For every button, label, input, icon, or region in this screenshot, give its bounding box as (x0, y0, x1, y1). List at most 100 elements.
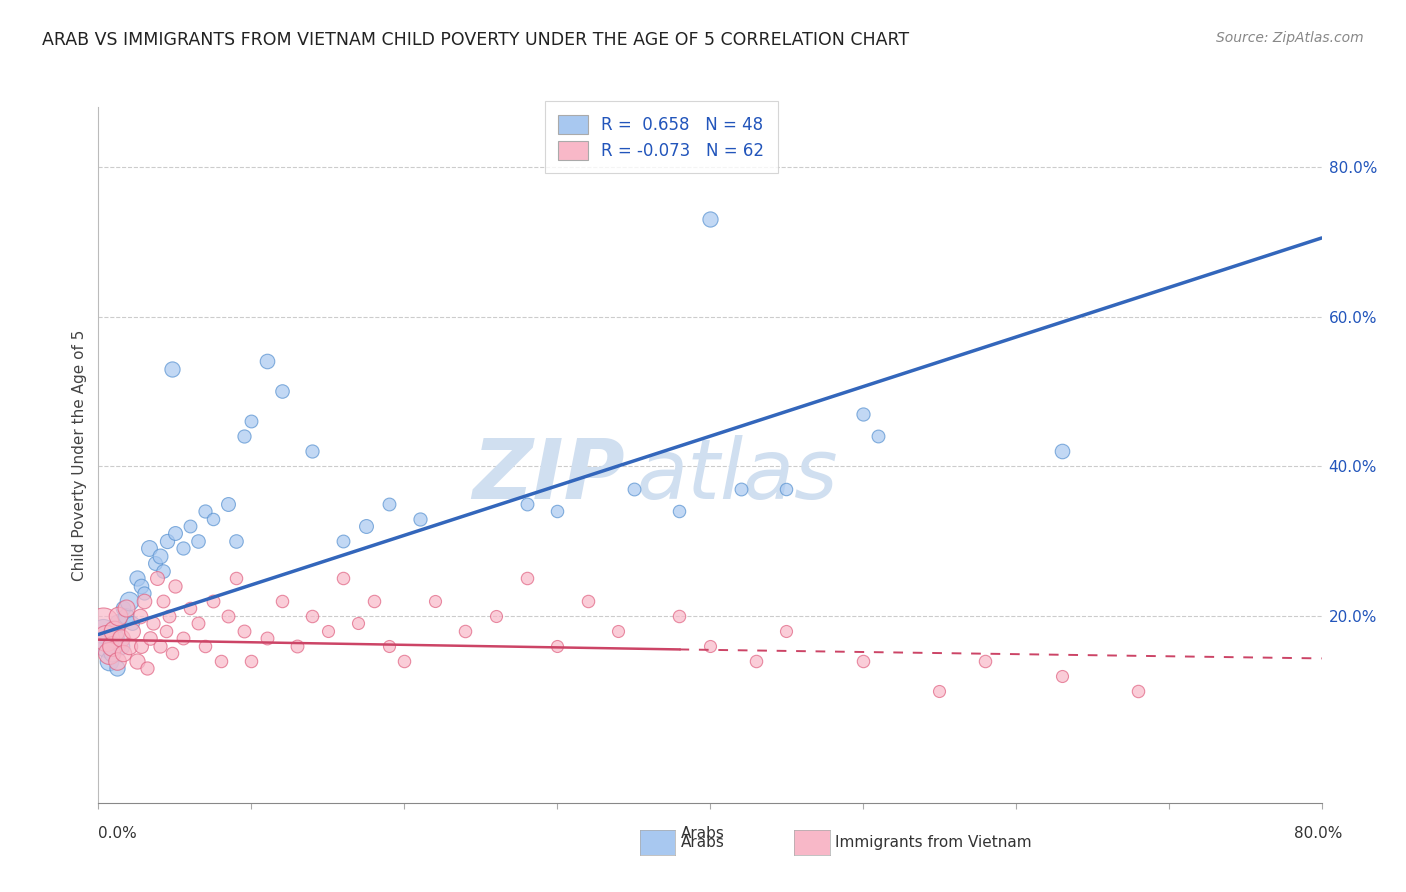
Point (232, 429, 254, 443)
Point (134, 594, 156, 608)
Point (103, 631, 125, 645)
Point (129, 579, 152, 593)
Point (94, 631, 117, 645)
Point (149, 549, 172, 563)
Point (576, 594, 599, 608)
Point (142, 616, 165, 631)
Point (240, 414, 263, 428)
Point (301, 444, 323, 458)
Point (145, 571, 167, 585)
Point (745, 654, 768, 668)
Point (623, 482, 645, 496)
Point (129, 639, 152, 653)
Point (316, 624, 339, 638)
Point (152, 564, 174, 578)
Point (217, 497, 239, 511)
Point (179, 519, 201, 533)
Point (149, 639, 172, 653)
Point (125, 571, 148, 585)
Point (163, 526, 186, 541)
Point (232, 624, 254, 638)
Point (730, 482, 752, 496)
Point (974, 654, 997, 668)
Point (209, 654, 232, 668)
Text: 0.0%: 0.0% (98, 827, 138, 841)
Point (125, 654, 148, 668)
Text: ARAB VS IMMIGRANTS FROM VIETNAM CHILD POVERTY UNDER THE AGE OF 5 CORRELATION CHA: ARAB VS IMMIGRANTS FROM VIETNAM CHILD PO… (42, 31, 910, 49)
Point (1128, 683, 1150, 698)
Point (354, 519, 377, 533)
Point (546, 639, 568, 653)
Point (152, 594, 174, 608)
Point (202, 511, 225, 525)
Point (143, 557, 166, 571)
Point (121, 616, 143, 631)
Point (285, 639, 308, 653)
Point (194, 639, 217, 653)
Point (347, 616, 370, 631)
Point (668, 504, 690, 518)
Point (217, 608, 239, 623)
Text: Arabs: Arabs (681, 836, 724, 850)
Point (332, 571, 354, 585)
Y-axis label: Child Poverty Under the Age of 5: Child Poverty Under the Age of 5 (72, 329, 87, 581)
Point (105, 661, 128, 675)
Point (668, 608, 690, 623)
Point (699, 212, 721, 227)
Point (134, 586, 156, 600)
Point (1050, 668, 1073, 682)
Text: ZIP: ZIP (472, 435, 624, 516)
Text: Immigrants from Vietnam: Immigrants from Vietnam (835, 836, 1032, 850)
Point (91, 624, 114, 638)
Point (332, 533, 354, 548)
Point (270, 384, 292, 399)
Point (105, 654, 128, 668)
Point (111, 646, 134, 660)
Point (163, 579, 186, 593)
Point (172, 631, 194, 645)
Point (516, 497, 538, 511)
Point (179, 601, 201, 615)
Point (378, 639, 401, 653)
Point (852, 407, 875, 421)
Point (363, 594, 385, 608)
Point (107, 616, 129, 631)
Point (852, 654, 875, 668)
Point (256, 354, 278, 368)
Point (98, 646, 121, 660)
Point (423, 594, 446, 608)
Point (187, 616, 209, 631)
Point (118, 639, 141, 653)
Point (194, 504, 217, 518)
Point (101, 646, 124, 660)
Point (118, 594, 141, 608)
Point (101, 639, 124, 653)
Point (160, 362, 183, 376)
Point (94, 639, 117, 653)
Point (103, 624, 125, 638)
Point (868, 429, 890, 443)
Point (516, 571, 538, 585)
Point (270, 594, 292, 608)
Point (485, 608, 508, 623)
Point (225, 571, 247, 585)
Point (115, 601, 138, 615)
Point (202, 594, 225, 608)
Point (775, 482, 797, 496)
Point (225, 533, 247, 548)
Legend: R =  0.658   N = 48, R = -0.073   N = 62: R = 0.658 N = 48, R = -0.073 N = 62 (544, 102, 778, 173)
Point (155, 624, 177, 638)
Text: atlas: atlas (637, 435, 838, 516)
Point (454, 624, 477, 638)
Point (378, 497, 401, 511)
Point (256, 631, 278, 645)
Point (240, 654, 263, 668)
Point (546, 504, 568, 518)
Point (115, 608, 138, 623)
Point (107, 608, 129, 623)
Point (1050, 444, 1073, 458)
Point (301, 608, 323, 623)
Point (172, 541, 194, 556)
Point (157, 608, 180, 623)
Point (98, 654, 121, 668)
